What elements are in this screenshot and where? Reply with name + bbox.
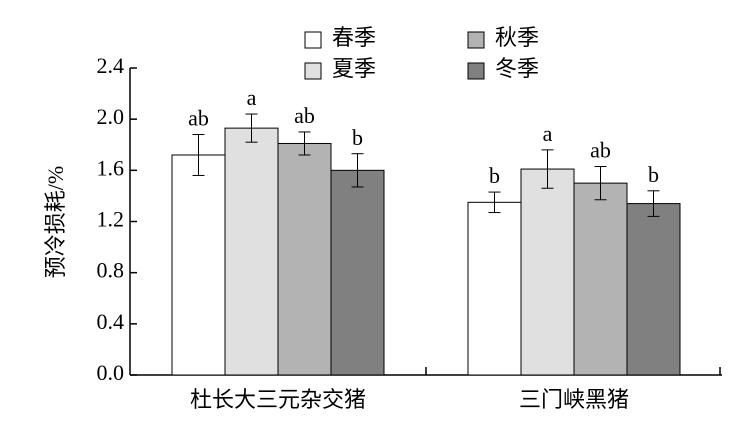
bar [224, 127, 279, 376]
significance-label: ab [188, 106, 209, 131]
y-tick-label: 0.4 [97, 309, 125, 334]
legend-swatch [467, 31, 485, 49]
x-tick-label: 三门峡黑猪 [519, 387, 629, 412]
y-axis-label: 预冷损耗/% [43, 166, 68, 278]
bar [520, 168, 575, 376]
y-tick-label: 0.8 [97, 258, 125, 283]
y-tick-label: 1.6 [97, 155, 125, 180]
bar [573, 182, 628, 376]
significance-label: a [247, 85, 257, 110]
legend-label: 秋季 [495, 25, 539, 50]
significance-label: b [648, 162, 659, 187]
bar [171, 154, 226, 376]
legend-label: 冬季 [495, 56, 539, 81]
y-tick-label: 2.0 [97, 104, 125, 129]
bar [467, 201, 522, 376]
legend-swatch [304, 31, 322, 49]
y-tick-label: 2.4 [97, 53, 125, 78]
legend-label: 春季 [332, 25, 376, 50]
legend-swatch [304, 62, 322, 80]
y-tick-label: 1.2 [97, 207, 125, 232]
significance-label: b [352, 125, 363, 150]
x-tick-label: 杜长大三元杂交猪 [190, 387, 366, 412]
bar [277, 142, 332, 376]
significance-label: ab [590, 138, 611, 163]
y-tick-label: 0.0 [97, 360, 125, 385]
bar [626, 203, 681, 376]
significance-label: b [489, 163, 500, 188]
significance-label: ab [294, 103, 315, 128]
legend-label: 夏季 [332, 56, 376, 81]
significance-label: a [543, 121, 553, 146]
legend-swatch [467, 62, 485, 80]
bar [330, 169, 385, 376]
